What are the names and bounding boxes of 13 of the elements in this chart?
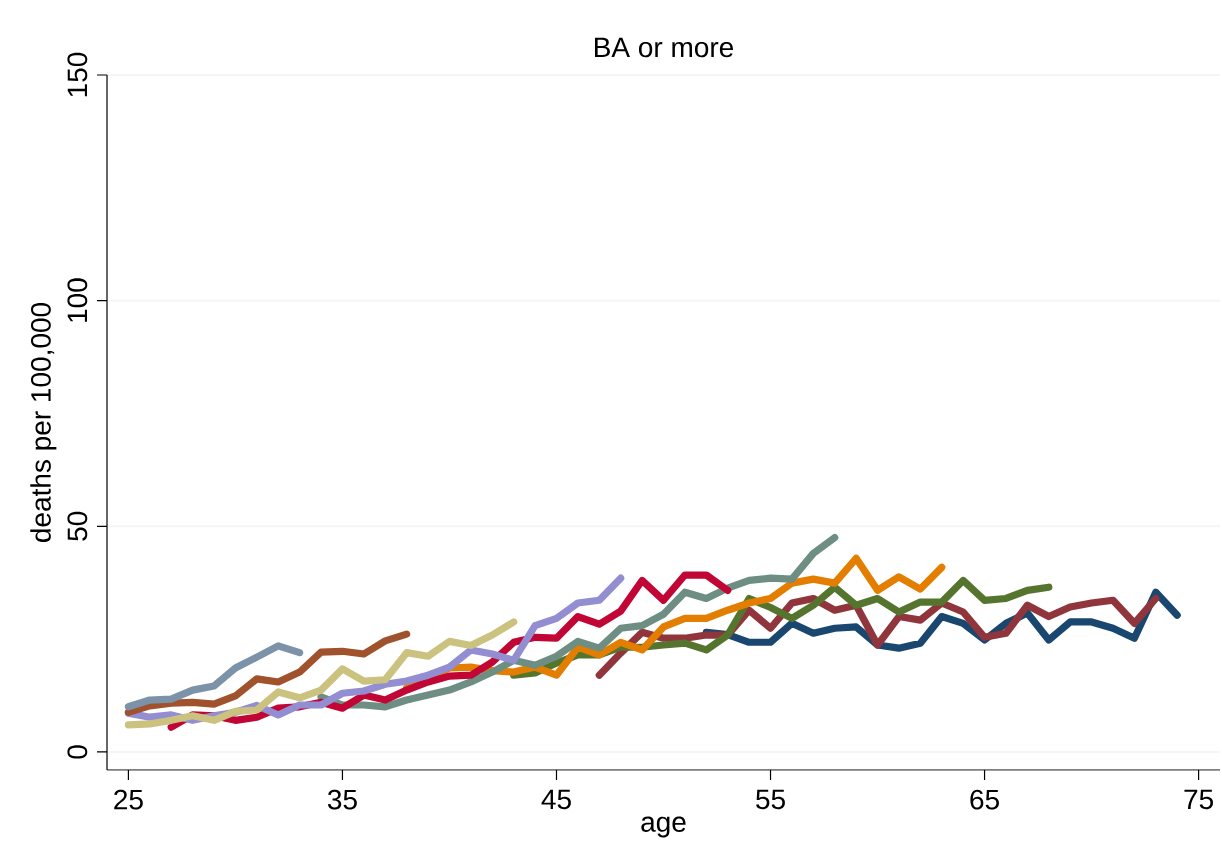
x-tick-label: 35 <box>327 789 357 810</box>
y-tick-label: 50 <box>67 511 88 541</box>
y-tick-label: 150 <box>67 52 88 97</box>
y-tick-label: 100 <box>67 278 88 322</box>
chart-title: BA or more <box>594 37 734 58</box>
x-tick-label: 45 <box>541 789 571 810</box>
x-tick-label: 65 <box>970 789 999 810</box>
x-tick-label: 75 <box>1184 789 1213 810</box>
x-tick-label: 55 <box>756 789 785 810</box>
x-axis-title: age <box>641 816 686 838</box>
y-tick-label: 0 <box>67 745 88 759</box>
x-tick-label: 25 <box>114 789 143 810</box>
y-axis-title: deaths per 100,000 <box>30 302 57 542</box>
